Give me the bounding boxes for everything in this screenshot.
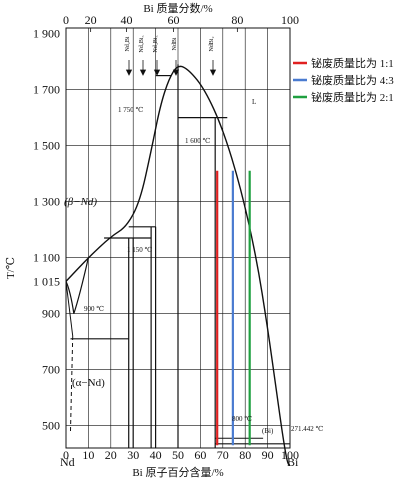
x-tick-label: 50 — [172, 448, 184, 462]
phase-boundaries — [65, 64, 290, 466]
y-tick-label: 1 900 — [33, 27, 60, 41]
y-tick-label: 500 — [42, 419, 60, 433]
end-label-bi: Bi — [287, 455, 299, 469]
y-tick-label: 1 500 — [33, 139, 60, 153]
temp-1150-label: 1 150 ℃ — [127, 246, 153, 254]
y-tick-label: 1 700 — [33, 83, 60, 97]
eutectic-branch — [73, 257, 89, 314]
y-axis-title: T/℃ — [5, 257, 17, 279]
legend-label: 铋废质量比为 4:3 — [311, 73, 394, 87]
temp-1600-label: 1 600 ℃ — [185, 137, 211, 145]
liquid-label: L — [252, 98, 256, 106]
x-tick-label: 30 — [127, 448, 139, 462]
top-tick-label: 60 — [168, 13, 180, 27]
bi-phase-label: (Bi) — [262, 427, 274, 435]
x-tick-label: 70 — [217, 448, 229, 462]
y-tick-label: 700 — [42, 363, 60, 377]
y-tick-label: 900 — [42, 307, 60, 321]
top-tick-label: 20 — [85, 13, 97, 27]
end-label-nd: Nd — [60, 455, 75, 469]
top-tick-label: 80 — [231, 13, 243, 27]
temp-271-label: 271.442 ℃ — [291, 425, 324, 433]
y-tick-label: 1 015 — [33, 274, 60, 288]
compound-label: Nd₅Bi₃ — [139, 35, 145, 52]
legend-label: 铋废质量比为 2:1 — [311, 90, 394, 104]
top-axis-title: Bi 质量分数/% — [143, 2, 212, 15]
x-tick-label: 40 — [150, 448, 162, 462]
compound-label: Nd₄Bi₃ — [153, 35, 159, 52]
compound-label: Nd₂Bi — [125, 36, 131, 51]
alpha-nd-label: (α−Nd) — [72, 377, 105, 389]
y-tick-label: 1 100 — [33, 251, 60, 265]
bottom-axis-title: Bi 原子百分含量/% — [132, 465, 223, 479]
top-tick-label: 0 — [63, 13, 69, 27]
liquidus-curve — [65, 65, 290, 466]
compound-label: NdBi — [172, 37, 178, 50]
legend-label: 铋废质量比为 1:1 — [311, 56, 394, 70]
x-tick-label: 10 — [82, 448, 94, 462]
x-tick-label: 100 — [281, 448, 299, 462]
x-tick-label: 20 — [105, 448, 117, 462]
compound-label: NdBi₂ — [209, 36, 215, 51]
temp-1750-label: 1 750 ℃ — [118, 106, 144, 114]
series-lines — [216, 170, 251, 446]
legend: 铋废质量比为 1:1 铋废质量比为 4:3 铋废质量比为 2:1 — [293, 56, 394, 104]
solvus-line — [65, 281, 74, 337]
temp-800-label: 800 ℃ — [232, 415, 252, 423]
x-tick-label: 80 — [239, 448, 251, 462]
top-tick-label: 40 — [120, 13, 132, 27]
x-tick-label: 90 — [262, 448, 274, 462]
x-tick-label: 60 — [194, 448, 206, 462]
nd-liquidus — [65, 281, 75, 314]
y-tick-label: 1 300 — [33, 195, 60, 209]
top-tick-label: 100 — [281, 13, 299, 27]
temp-900-label: 900 ℃ — [84, 305, 104, 313]
compound-arrows — [125, 60, 217, 76]
beta-nd-label: (β−Nd) — [64, 196, 97, 208]
alpha-beta-boundary — [69, 335, 74, 432]
x-tick-label: 0 — [63, 448, 69, 462]
